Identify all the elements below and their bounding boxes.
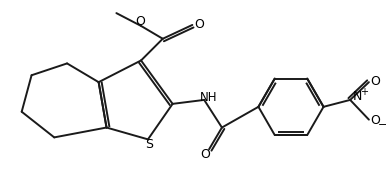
Text: −: −: [378, 119, 386, 130]
Text: O: O: [370, 75, 380, 88]
Text: S: S: [145, 138, 153, 151]
Text: O: O: [200, 148, 210, 161]
Text: O: O: [370, 114, 380, 127]
Text: +: +: [360, 87, 368, 97]
Text: O: O: [135, 16, 145, 28]
Text: N: N: [352, 91, 362, 103]
Text: NH: NH: [200, 91, 218, 104]
Text: O: O: [194, 19, 204, 31]
